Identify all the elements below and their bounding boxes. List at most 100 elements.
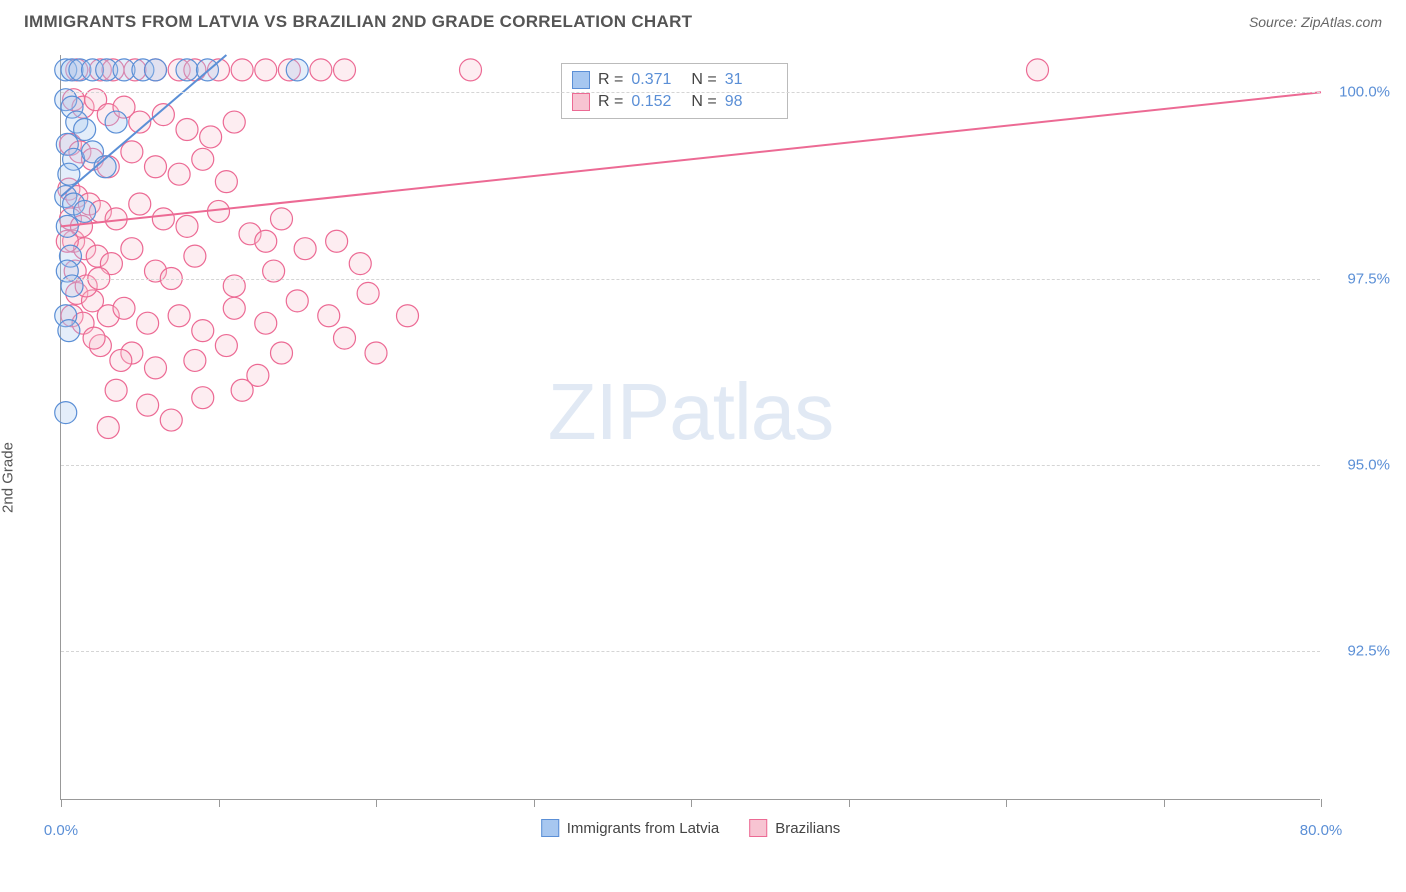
data-point [208,200,230,222]
data-point [55,402,77,424]
data-point [271,342,293,364]
chart-title: IMMIGRANTS FROM LATVIA VS BRAZILIAN 2ND … [24,12,692,32]
data-point [255,312,277,334]
data-point [145,357,167,379]
n-label: N = [691,93,716,111]
data-point [121,238,143,260]
data-point [192,387,214,409]
data-point [168,305,190,327]
data-point [231,379,253,401]
data-point [176,215,198,237]
data-point [318,305,340,327]
xtick-mark [376,799,377,807]
xtick-mark [219,799,220,807]
data-point [105,379,127,401]
xtick-mark [1164,799,1165,807]
ytick-label: 97.5% [1330,270,1390,287]
data-point [334,327,356,349]
xtick-label: 0.0% [44,822,78,839]
data-point [223,297,245,319]
data-point [74,200,96,222]
data-point [184,245,206,267]
plot-area: ZIPatlas R = 0.371 N = 31 R = 0.152 N = … [60,55,1320,800]
swatch-brazil [572,93,590,111]
data-point [286,290,308,312]
data-point [113,297,135,319]
legend-swatch-latvia [541,819,559,837]
scatter-svg [61,55,1320,799]
data-point [105,111,127,133]
data-point [110,349,132,371]
data-point [397,305,419,327]
gridline-h [61,279,1320,280]
ytick-label: 95.0% [1330,456,1390,473]
data-point [223,111,245,133]
data-point [310,59,332,81]
data-point [192,320,214,342]
data-point [255,230,277,252]
gridline-h [61,465,1320,466]
data-point [58,320,80,342]
stats-row-latvia: R = 0.371 N = 31 [572,69,777,91]
data-point [231,59,253,81]
data-point [168,163,190,185]
data-point [137,312,159,334]
data-point [176,59,198,81]
series-legend: Immigrants from Latvia Brazilians [541,819,841,837]
data-point [160,409,182,431]
n-value-latvia: 31 [725,71,777,89]
data-point [215,335,237,357]
data-point [200,126,222,148]
xtick-mark [61,799,62,807]
data-point [129,193,151,215]
stats-row-brazil: R = 0.152 N = 98 [572,91,777,113]
ytick-label: 100.0% [1330,84,1390,101]
xtick-mark [691,799,692,807]
data-point [58,163,80,185]
xtick-mark [1006,799,1007,807]
data-point [334,59,356,81]
gridline-h [61,92,1320,93]
y-axis-label: 2nd Grade [0,442,17,513]
data-point [215,171,237,193]
data-point [145,156,167,178]
swatch-latvia [572,71,590,89]
data-point [74,119,96,141]
r-label: R = [598,71,623,89]
gridline-h [61,651,1320,652]
source-label: Source: ZipAtlas.com [1249,14,1382,30]
r-value-latvia: 0.371 [631,71,683,89]
xtick-label: 80.0% [1300,822,1343,839]
data-point [152,208,174,230]
data-point [145,59,167,81]
data-point [184,349,206,371]
data-point [137,394,159,416]
data-point [83,327,105,349]
r-label: R = [598,93,623,111]
data-point [349,253,371,275]
legend-item-latvia: Immigrants from Latvia [541,819,720,837]
data-point [286,59,308,81]
data-point [365,342,387,364]
stats-legend: R = 0.371 N = 31 R = 0.152 N = 98 [561,63,788,119]
n-label: N = [691,71,716,89]
data-point [326,230,348,252]
data-point [255,59,277,81]
data-point [192,148,214,170]
legend-label-latvia: Immigrants from Latvia [567,820,720,837]
legend-label-brazil: Brazilians [775,820,840,837]
data-point [121,141,143,163]
data-point [357,282,379,304]
ytick-label: 92.5% [1330,643,1390,660]
n-value-brazil: 98 [725,93,777,111]
data-point [97,417,119,439]
data-point [294,238,316,260]
data-point [176,119,198,141]
xtick-mark [534,799,535,807]
data-point [271,208,293,230]
legend-item-brazil: Brazilians [749,819,840,837]
data-point [460,59,482,81]
data-point [1027,59,1049,81]
legend-swatch-brazil [749,819,767,837]
xtick-mark [1321,799,1322,807]
